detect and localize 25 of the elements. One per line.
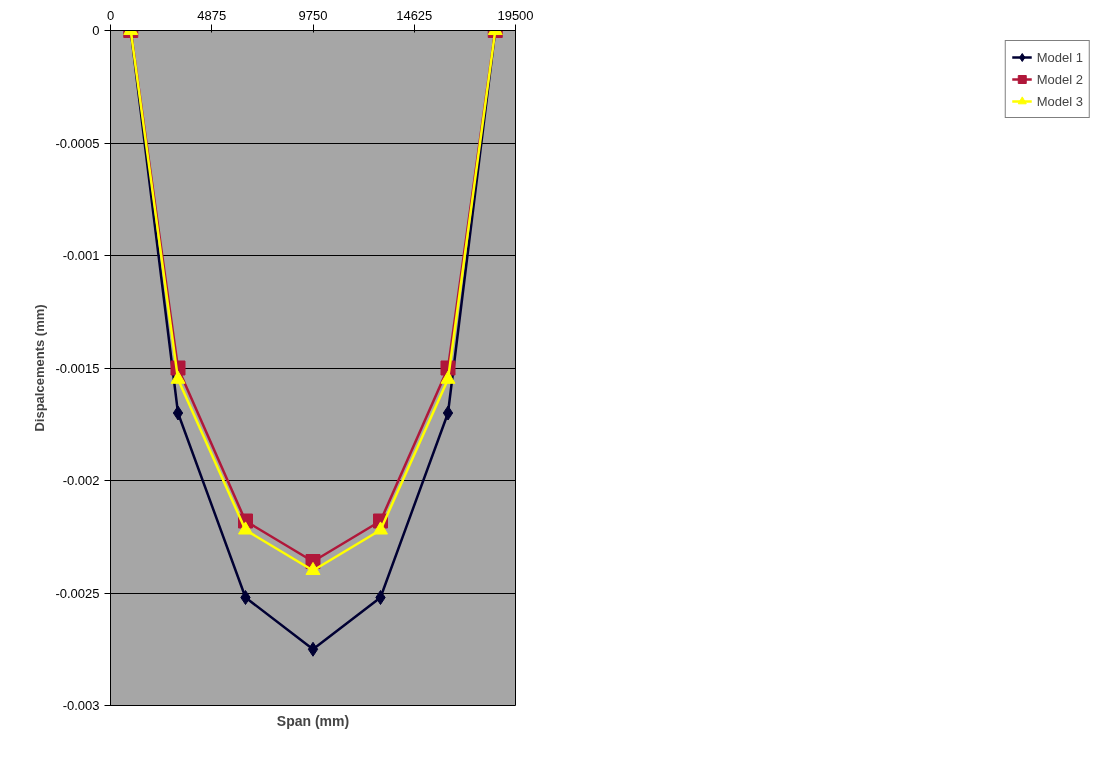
x-axis-title: Span (mm) [276, 712, 350, 729]
x-tick-label: 0 [106, 7, 115, 23]
y-tick-label: -0.001 [62, 248, 100, 263]
y-tick-label: -0.0025 [55, 585, 100, 601]
point [373, 521, 388, 535]
x-tick-label: 14625 [396, 7, 433, 23]
y-axis-title: Dispalcements (mm) [32, 304, 48, 432]
point [375, 590, 386, 605]
y-tick-label: -0.003 [62, 698, 100, 713]
legend-label: Model 2 [1036, 71, 1083, 87]
point [305, 561, 321, 576]
y-tick-label: -0.002 [62, 473, 100, 488]
point [442, 405, 454, 421]
x-tick-label: 4875 [197, 7, 227, 23]
legend-label: Model 3 [1036, 93, 1083, 109]
point [172, 405, 184, 421]
point [307, 641, 319, 657]
x-tick-label: 9750 [298, 7, 328, 23]
point [238, 521, 253, 535]
y-tick-label: 0 [92, 23, 100, 38]
y-tick-label: -0.0005 [55, 135, 100, 151]
y-tick-label: -0.0015 [55, 360, 100, 376]
point [240, 590, 251, 605]
legend-label: Model 1 [1036, 49, 1083, 65]
x-tick-label: 19500 [497, 7, 534, 23]
